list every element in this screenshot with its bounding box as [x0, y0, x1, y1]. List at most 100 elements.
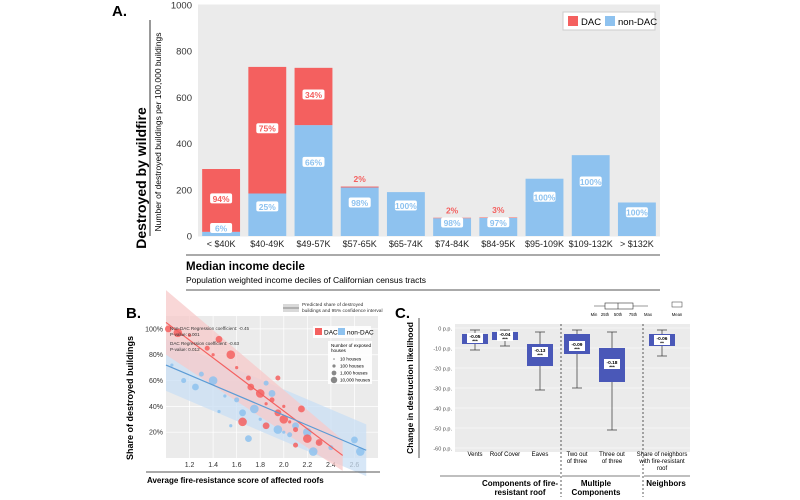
bar-non-dac — [294, 125, 333, 236]
panel-a-xtick-label: < $40K — [207, 239, 236, 249]
scatter-point-non-dac — [263, 380, 269, 386]
regression-line-non-dac — [165, 364, 367, 451]
data-label-dac: 94% — [213, 194, 230, 204]
bar-non-dac — [571, 155, 610, 236]
panel-c-letter: C. — [395, 305, 410, 322]
scatter-point-dac — [211, 353, 215, 357]
box-mean-label-bg — [497, 331, 513, 341]
panel-b-xtick-label: 2.0 — [279, 462, 289, 469]
size-legend-label: 10,000 houses — [340, 378, 371, 383]
legend-label-dac: DAC — [581, 17, 601, 28]
annotation-dac-pvalue: P-value: 0.012 — [170, 347, 200, 352]
box-significance: *** — [502, 337, 508, 343]
panel-a-ytick-label: 800 — [176, 47, 192, 58]
panel-b-xtick-label: 1.2 — [185, 462, 195, 469]
annotation-dac-coef: DAC Regression coefficient: -0.63 — [170, 341, 240, 346]
size-legend-marker — [332, 364, 336, 368]
box-legend-box — [604, 302, 634, 310]
data-label-non-dac: 66% — [305, 157, 322, 167]
panel-a-xtick-label: $74-84K — [435, 239, 469, 249]
bar-non-dac — [386, 192, 425, 236]
size-legend-label: 1,000 houses — [340, 371, 368, 376]
box-mean-label-bg — [569, 341, 585, 351]
group-title: Components of fire- — [482, 479, 558, 488]
data-label-box-non-dac — [394, 200, 417, 211]
scatter-point-dac — [275, 375, 281, 381]
box-label: roof — [657, 466, 668, 472]
scatter-point-dac — [303, 434, 312, 443]
group-title: Components — [572, 488, 621, 497]
scatter-point-dac — [204, 345, 210, 351]
data-label-box-non-dac — [625, 207, 648, 218]
box-legend-label: 75th — [629, 312, 638, 317]
scatter-point-dac — [315, 439, 323, 446]
scatter-point-non-dac — [308, 447, 318, 456]
size-legend-marker — [330, 376, 338, 384]
scatter-point-non-dac — [181, 378, 187, 384]
panel-c-ytick-label: -30 p.p. — [433, 386, 452, 392]
scatter-point-non-dac — [208, 376, 218, 385]
bar-non-dac — [248, 193, 287, 236]
scatter-point-dac — [264, 402, 268, 406]
legend-predicted-line1: Predicted share of destroyed — [302, 302, 364, 308]
panel-c-ytick-label: -10 p.p. — [433, 346, 452, 352]
panel-b-ytick-label: 100% — [145, 326, 163, 333]
box-legend-mean-swatch — [671, 301, 683, 308]
box-mean-label: -0.04 — [500, 332, 511, 338]
bar-non-dac — [340, 187, 379, 236]
box-mean-label: -0.18 — [607, 360, 618, 366]
data-label-non-dac: 98% — [444, 218, 461, 228]
data-label-dac: 34% — [305, 90, 322, 100]
box-significance: *** — [609, 365, 615, 371]
panel-b-ytick-label: 20% — [149, 430, 163, 437]
scatter-point-dac — [187, 333, 192, 337]
box-legend-label-mean: Mean — [672, 312, 683, 317]
scatter-point-dac — [173, 328, 183, 338]
panel-a-xlabel: Median income decile — [186, 261, 305, 273]
panel-a-ytick-label: 1000 — [171, 1, 192, 12]
scatter-point-dac — [279, 414, 289, 424]
legend-label-non-dac: non-DAC — [618, 17, 657, 28]
data-label-box-dac — [256, 123, 279, 134]
data-label-box-non-dac — [441, 217, 464, 228]
size-legend-marker — [333, 358, 335, 360]
box-label: of three — [567, 459, 588, 465]
panel-b-xtick-label: 1.8 — [255, 462, 265, 469]
box-mean-label: -0.06 — [657, 336, 668, 342]
panel-b-xlabel: Average fire-resistance score of affecte… — [147, 476, 324, 485]
panel-b-xtick-label: 1.4 — [208, 462, 218, 469]
panel-b-xtick-label: 2.2 — [302, 462, 312, 469]
data-label-box-non-dac — [256, 201, 279, 212]
panel-b-letter: B. — [126, 305, 141, 322]
panel-b-xtick-label: 2.4 — [326, 462, 336, 469]
panel-a-bar-chart: 0 200 400 600 800 1000 < $40K 6% 94% $40-49K 25% 75… — [171, 1, 660, 249]
data-label-non-dac: 97% — [490, 218, 507, 228]
panel-a-ytick-label: 600 — [176, 93, 192, 104]
box-label: Share of neighbors — [637, 452, 688, 458]
panel-a-xlabel-sub: Population weighted income deciles of Ca… — [186, 275, 426, 285]
data-label-non-dac: 25% — [259, 202, 276, 212]
group-title: resistant roof — [494, 488, 545, 497]
data-label-non-dac: 98% — [351, 198, 368, 208]
data-label-non-dac: 100% — [626, 208, 648, 218]
scatter-point-dac — [238, 417, 247, 427]
box-mean-label-bg — [467, 333, 483, 343]
scatter-point-non-dac — [258, 417, 262, 421]
scatter-point-dac — [282, 404, 286, 408]
panel-a-xtick-label: $57-65K — [343, 239, 377, 249]
data-label-box-non-dac — [487, 217, 510, 228]
scatter-point-non-dac — [351, 436, 358, 444]
scatter-point-non-dac — [287, 432, 293, 438]
panel-a-xtick-label: $109-132K — [569, 239, 613, 249]
box-label: of three — [602, 459, 623, 465]
data-label-dac: 3% — [492, 205, 505, 215]
scatter-point-non-dac — [170, 363, 174, 367]
box-label: Eaves — [532, 452, 549, 458]
data-label-non-dac: 100% — [534, 192, 556, 202]
scatter-point-non-dac — [234, 397, 240, 403]
box-significance: *** — [472, 339, 478, 345]
data-label-non-dac: 100% — [580, 177, 602, 187]
data-label-dac: 2% — [446, 205, 459, 215]
panel-c-ytick-label: 0 p.p. — [438, 326, 452, 332]
